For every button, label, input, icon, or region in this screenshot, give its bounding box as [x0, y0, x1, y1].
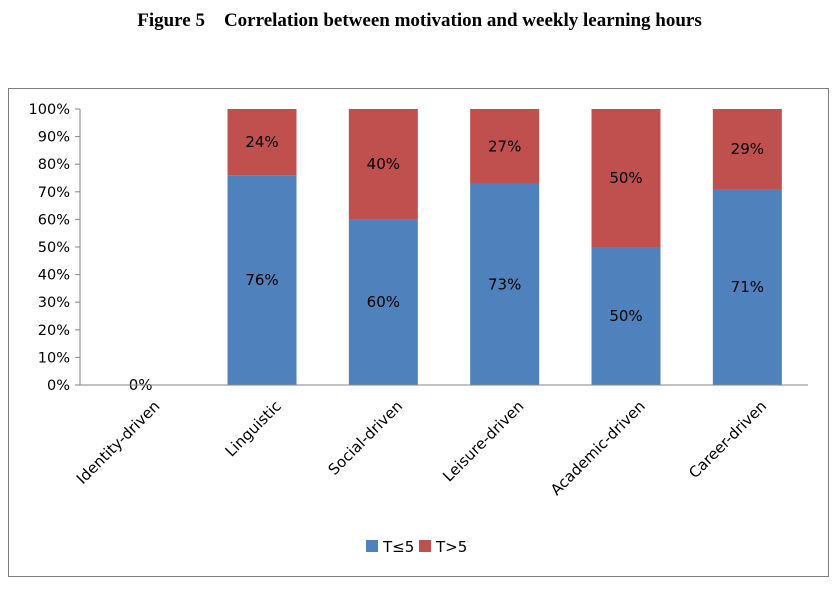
bar-segment-high-academic-driven — [591, 109, 661, 247]
bar-segment-high-leisure-driven — [470, 109, 540, 184]
y-tick-label: 50% — [38, 240, 70, 256]
y-tick-label: 80% — [38, 157, 70, 173]
legend-swatch — [366, 540, 378, 552]
data-label: 40% — [367, 155, 400, 173]
x-category-label: Identity-driven — [73, 397, 164, 488]
bar-segment-low-academic-driven — [591, 247, 661, 385]
figure-title: Figure 5 Correlation between motivation … — [137, 10, 702, 31]
data-label: 60% — [367, 293, 400, 311]
y-tick-label: 100% — [29, 102, 70, 118]
bar-segment-low-career-driven — [712, 189, 782, 385]
y-tick-label: 30% — [38, 295, 70, 311]
x-category-label: Linguistic — [222, 397, 285, 460]
x-category-label: Social-driven — [325, 397, 407, 479]
data-label: 50% — [609, 307, 642, 325]
y-tick-label: 0% — [47, 378, 70, 394]
chart-frame — [8, 88, 829, 577]
y-tick-label: 70% — [38, 185, 70, 201]
x-category-label: Leisure-driven — [439, 397, 527, 485]
y-tick-label: 40% — [38, 268, 70, 284]
data-label: 71% — [731, 278, 764, 296]
data-label: 29% — [731, 140, 764, 158]
bar-segment-high-career-driven — [712, 109, 782, 190]
x-category-label: Career-driven — [685, 397, 770, 482]
y-tick-label: 60% — [38, 212, 70, 228]
legend-swatch — [419, 540, 431, 552]
bar-segment-low-leisure-driven — [470, 183, 540, 385]
data-label: 76% — [245, 271, 278, 289]
data-label: 24% — [245, 133, 278, 151]
legend-label: T>5 — [435, 538, 467, 556]
y-tick-label: 10% — [38, 350, 70, 366]
data-label: 50% — [609, 169, 642, 187]
data-label: 27% — [488, 137, 521, 155]
bar-segment-high-social-driven — [348, 109, 418, 220]
y-tick-label: 20% — [38, 323, 70, 339]
bar-segment-high-linguistic — [227, 109, 297, 176]
x-category-label: Academic-driven — [547, 397, 649, 499]
bar-segment-low-social-driven — [348, 219, 418, 385]
data-label: 73% — [488, 275, 521, 293]
legend-label: T≤5 — [382, 538, 414, 556]
y-tick-label: 90% — [38, 130, 70, 146]
bar-segment-low-linguistic — [227, 175, 297, 385]
